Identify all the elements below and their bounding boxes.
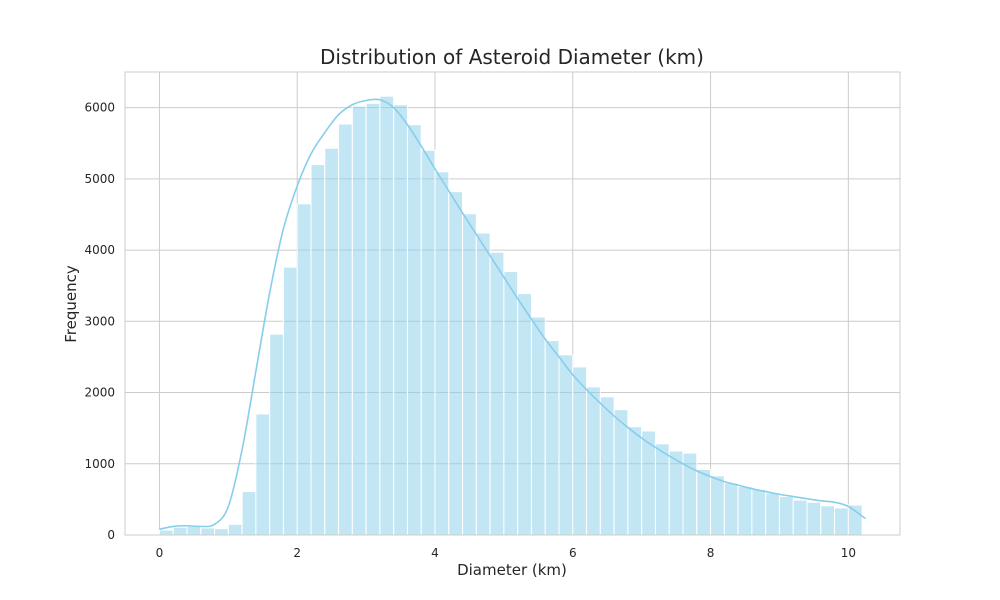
x-tick-label: 4 (431, 546, 439, 560)
x-tick-label: 0 (156, 546, 164, 560)
chart-title: Distribution of Asteroid Diameter (km) (320, 45, 704, 69)
histogram-bar (503, 270, 519, 536)
histogram-bar (462, 213, 477, 536)
histogram-bar (296, 203, 312, 536)
histogram-bar (710, 475, 725, 536)
histogram-bar (834, 507, 849, 536)
histogram-bar (847, 504, 863, 536)
histogram-bar (227, 523, 243, 536)
histogram-bar (420, 149, 436, 536)
histogram-bar (310, 164, 326, 536)
y-tick-label: 3000 (84, 314, 115, 328)
histogram-bar (434, 171, 450, 536)
histogram-bar (351, 105, 367, 536)
x-tick-label: 8 (707, 546, 715, 560)
histogram-bar (489, 251, 505, 536)
histogram-bar (365, 102, 381, 536)
histogram-bar (448, 191, 464, 536)
histogram-bar (586, 386, 601, 536)
histogram-bar (241, 491, 257, 536)
histogram-bar (214, 528, 229, 536)
histogram-bar (544, 340, 560, 536)
histogram-bar (200, 527, 216, 536)
histogram-bar (324, 147, 340, 536)
histogram-bar (820, 505, 836, 536)
y-tick-labels: 0 1000 2000 3000 4000 5000 6000 (84, 101, 115, 542)
y-axis-label: Frequency (62, 265, 80, 343)
histogram-bar (751, 488, 767, 536)
histogram-bar (406, 124, 422, 536)
histogram-bar (572, 366, 588, 536)
histogram-bar (599, 396, 615, 536)
histogram-bar (627, 426, 643, 536)
histogram-bar (613, 409, 629, 536)
y-tick-label: 0 (107, 528, 115, 542)
histogram-bar (530, 316, 546, 536)
y-tick-label: 1000 (84, 457, 115, 471)
y-tick-label: 5000 (84, 172, 115, 186)
plot-frame (124, 71, 901, 536)
histogram-bar (158, 529, 174, 536)
x-tick-labels: 0 2 4 6 8 10 (156, 546, 856, 560)
y-tick-label: 2000 (84, 386, 115, 400)
x-tick-label: 6 (569, 546, 577, 560)
histogram-bar (255, 413, 271, 536)
histogram-bar (696, 468, 712, 536)
histogram-bar (806, 501, 822, 536)
histogram-bar (282, 266, 298, 536)
histogram-bar (172, 526, 188, 536)
histogram-bar (517, 293, 532, 536)
x-tick-label: 10 (841, 546, 856, 560)
kde-curve (159, 98, 867, 531)
y-tick-label: 6000 (84, 101, 115, 115)
x-tick-label: 2 (293, 546, 301, 560)
y-tick-label: 4000 (84, 243, 115, 257)
histogram-bar (558, 354, 574, 536)
histogram-bars (158, 95, 863, 536)
histogram-bar (737, 486, 753, 536)
histogram-bar (186, 525, 202, 536)
histogram-bar (668, 450, 684, 536)
histogram-bar (723, 482, 739, 536)
histogram-bar (269, 333, 284, 536)
histogram-bar (475, 232, 491, 536)
histogram-bar (792, 499, 808, 536)
x-axis-label: Diameter (km) (457, 561, 567, 579)
histogram-bar (765, 492, 780, 536)
histogram-bar (379, 95, 395, 536)
histogram-bar (778, 496, 794, 536)
histogram-bar (338, 123, 353, 536)
histogram-bar (393, 104, 408, 536)
histogram-bar (654, 443, 670, 536)
